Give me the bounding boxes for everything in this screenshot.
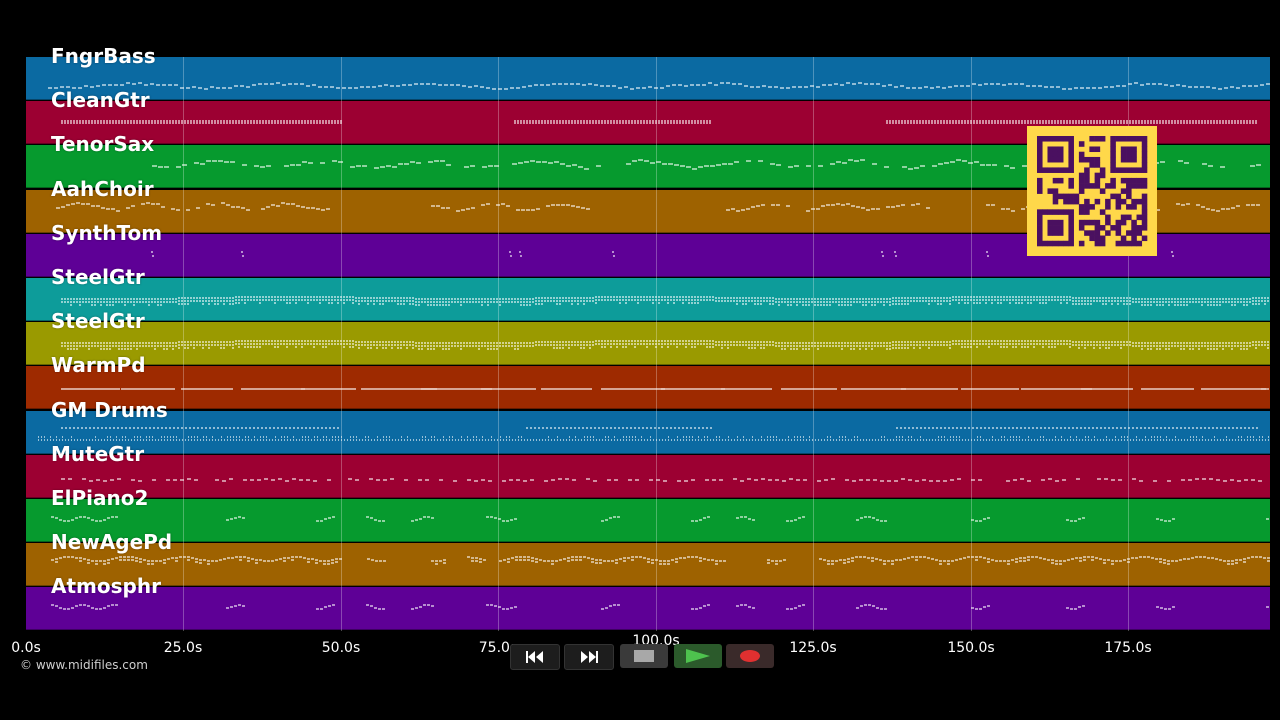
track-notes (61, 120, 1257, 124)
track-lane (26, 454, 1270, 498)
time-tick-label: 50.0s (321, 640, 361, 656)
track-name-label: ElPiano2 (51, 486, 149, 510)
track-lane (26, 410, 1270, 454)
track-name-label: TenorSax (51, 132, 155, 157)
track-notes (61, 388, 1269, 390)
track-name-label: WarmPd (51, 353, 146, 378)
time-tick-label: 0.0s (11, 640, 41, 656)
track-name-label: AahChoir (51, 176, 154, 201)
track-notes (61, 296, 1269, 306)
grid-line (183, 57, 184, 631)
track-notes (51, 604, 1269, 610)
play-button[interactable] (674, 644, 722, 668)
track-lanes (26, 57, 1270, 631)
time-tick-label: 25.0s (163, 640, 203, 656)
track-notes (61, 340, 1269, 350)
track-lane (26, 278, 1270, 321)
record-button[interactable] (726, 644, 774, 668)
grid-line (813, 57, 814, 631)
time-tick-label: 125.0s (789, 640, 837, 656)
track-lane (26, 543, 1270, 587)
track-notes (51, 516, 1269, 522)
copyright-text: © www.midifiles.com (20, 658, 148, 672)
track-name-label: SteelGtr (51, 309, 145, 334)
track-notes (151, 251, 1174, 257)
grid-line (498, 57, 499, 631)
track-name-label: SteelGtr (51, 265, 145, 289)
track-lane (26, 366, 1270, 410)
grid-line (1128, 57, 1129, 631)
grid-line (971, 57, 972, 631)
qr-code-icon[interactable] (1027, 126, 1157, 256)
track-name-label: SynthTom (51, 220, 163, 245)
grid-line (656, 57, 657, 631)
fast-forward-icon (581, 651, 598, 663)
track-notes (56, 201, 1260, 212)
track-name-label: CleanGtr (51, 88, 150, 113)
track-name-label: NewAgePd (51, 530, 173, 555)
time-tick-label: 75.0s (478, 640, 518, 656)
track-name-label: FngrBass (51, 44, 156, 68)
track-notes (48, 82, 1270, 90)
transport-controls (510, 642, 774, 670)
track-lane (26, 499, 1270, 542)
track-lane (26, 322, 1270, 366)
grid-line (341, 57, 342, 631)
track-notes (38, 426, 1269, 441)
stop-icon (634, 650, 654, 662)
track-name-label: MuteGtr (51, 441, 145, 466)
fast-forward-button[interactable] (564, 644, 614, 670)
track-notes (51, 556, 1270, 565)
track-notes (61, 478, 1262, 482)
record-icon (740, 650, 760, 662)
play-icon (686, 649, 710, 663)
stop-button[interactable] (620, 644, 668, 668)
track-name-label: Atmosphr (51, 574, 161, 599)
time-tick-label: 175.0s (1104, 640, 1152, 656)
track-lane (26, 587, 1270, 631)
time-tick-label: 150.0s (947, 640, 995, 656)
rewind-button[interactable] (510, 644, 560, 670)
track-name-label: GM Drums (51, 397, 168, 422)
track-lane (26, 57, 1270, 100)
rewind-icon (526, 651, 543, 663)
